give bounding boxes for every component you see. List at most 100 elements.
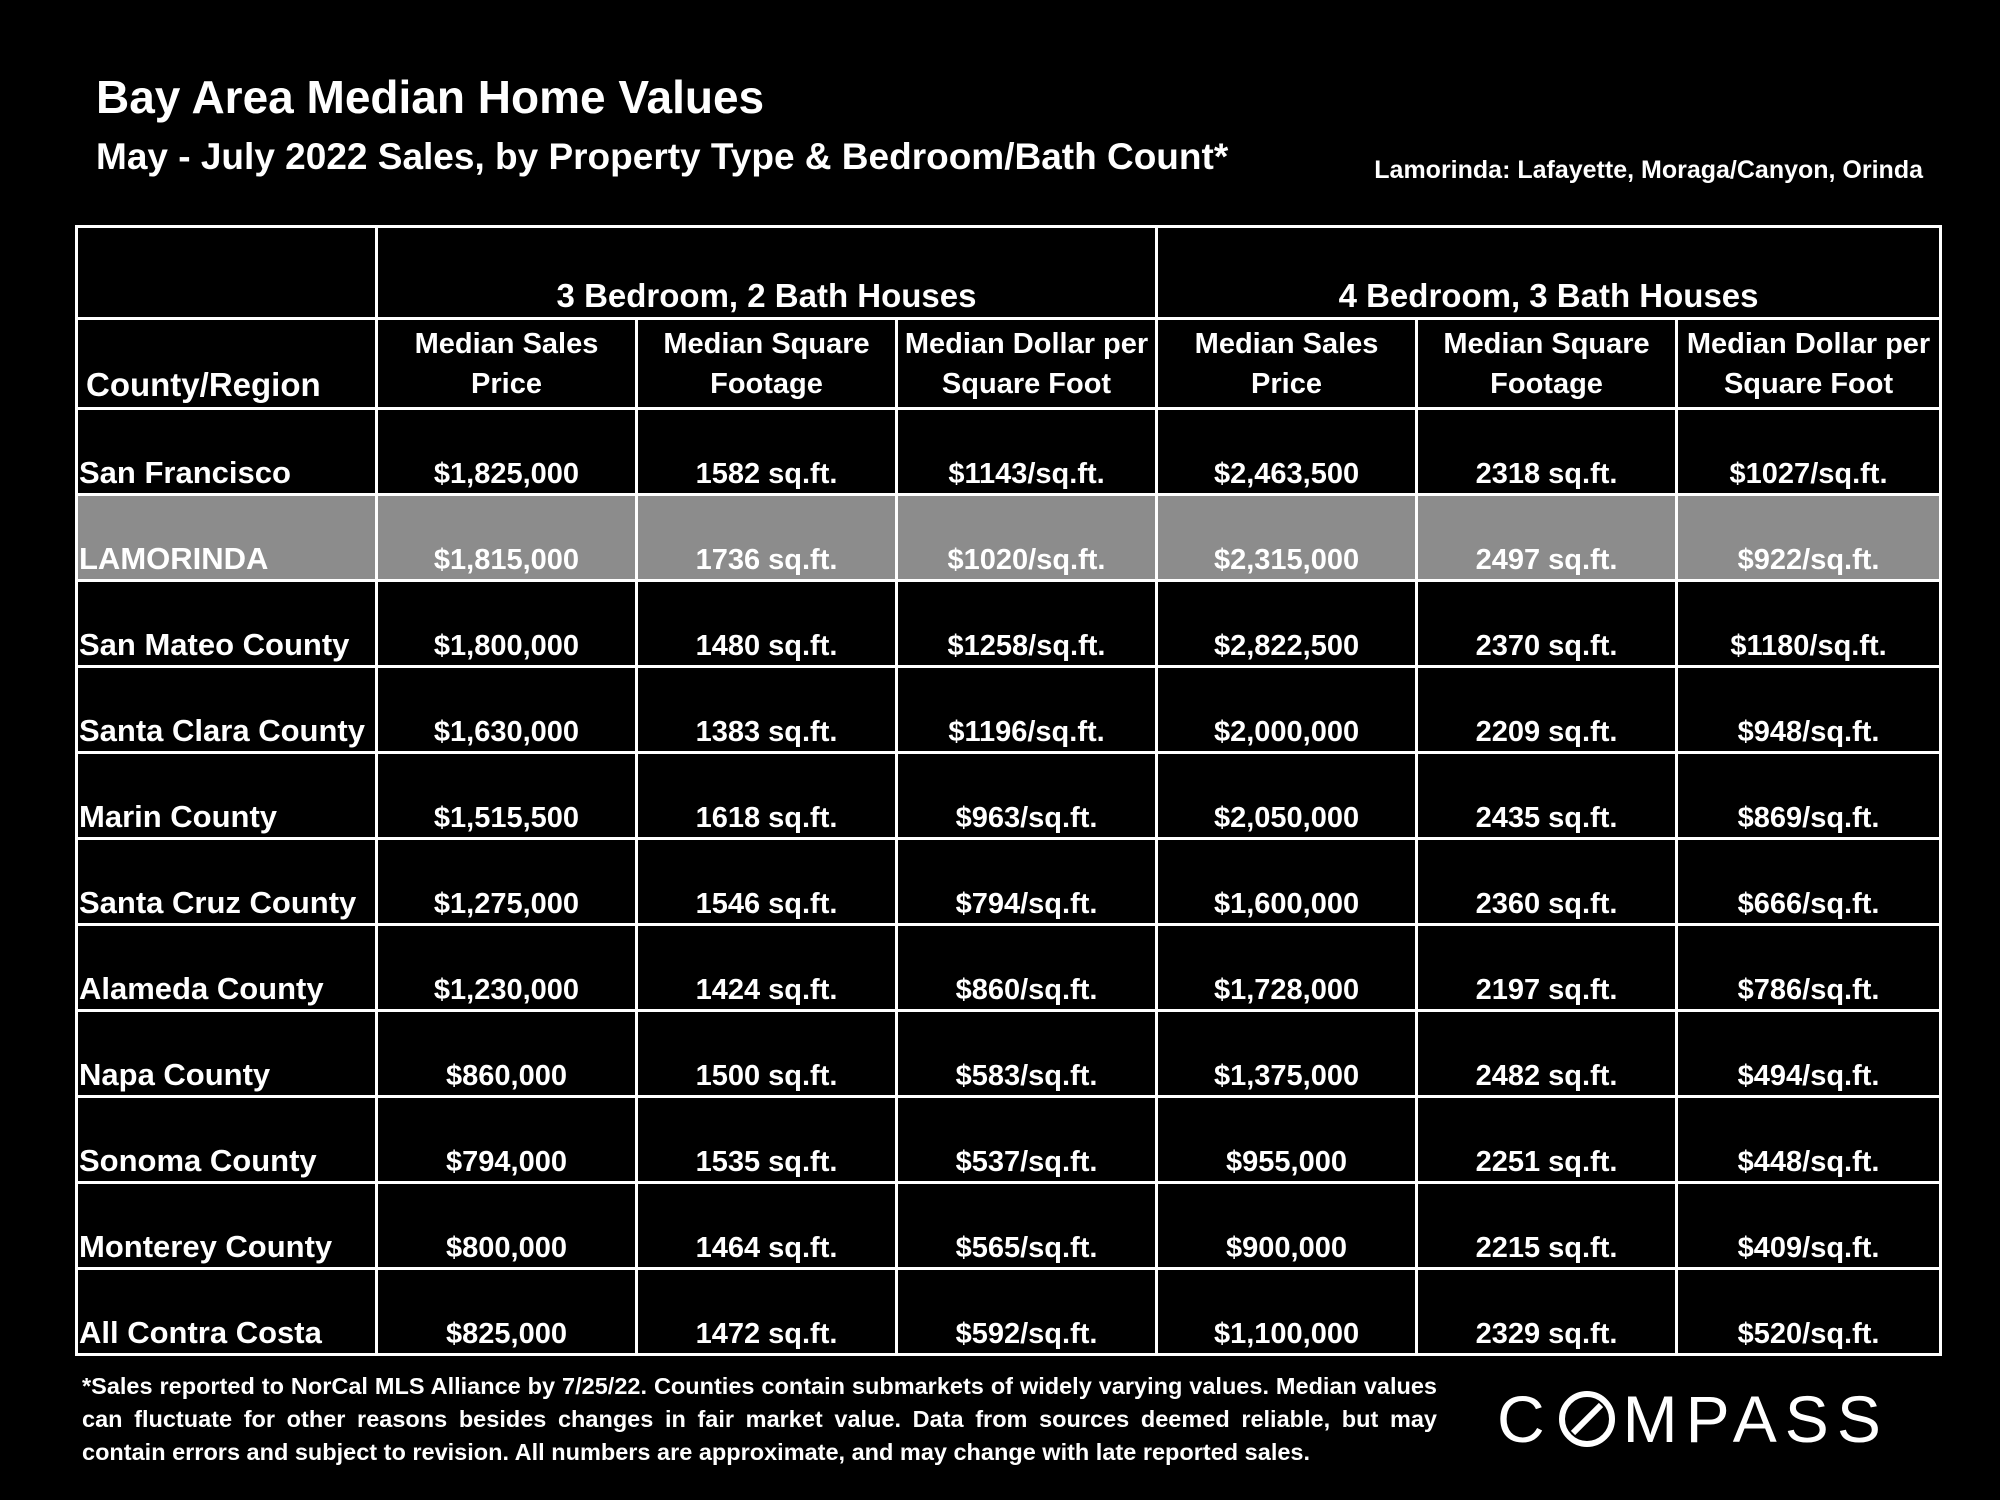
value-cell: $1196/sq.ft. xyxy=(894,665,1159,754)
value-cell: $2,822,500 xyxy=(1155,579,1419,668)
region-cell: Santa Cruz County xyxy=(75,837,378,926)
value-cell: 2197 sq.ft. xyxy=(1415,923,1679,1012)
value-cell: $800,000 xyxy=(375,1181,638,1270)
table-row: Napa County $860,000 1500 sq.ft. $583/sq.ft… xyxy=(75,1009,1943,1098)
value-cell: $409/sq.ft. xyxy=(1675,1181,1943,1270)
table-row: San Mateo County $1,800,000 1480 sq.ft. $12… xyxy=(75,579,1943,668)
logo-text-right: MPASS xyxy=(1622,1382,1889,1456)
value-cell: $592/sq.ft. xyxy=(894,1267,1159,1356)
column-header-region: County/Region xyxy=(75,317,378,410)
value-cell: $963/sq.ft. xyxy=(894,751,1159,840)
value-cell: $794,000 xyxy=(375,1095,638,1184)
value-cell: 1480 sq.ft. xyxy=(635,579,898,668)
value-cell: 1535 sq.ft. xyxy=(635,1095,898,1184)
table-row: Santa Cruz County $1,275,000 1546 sq.ft. $7… xyxy=(75,837,1943,926)
value-cell: $1180/sq.ft. xyxy=(1675,579,1943,668)
value-cell: $2,463,500 xyxy=(1155,407,1419,496)
value-cell: $448/sq.ft. xyxy=(1675,1095,1943,1184)
region-cell: LAMORINDA xyxy=(75,493,378,582)
value-cell: 2482 sq.ft. xyxy=(1415,1009,1679,1098)
column-header: Median Square Footage xyxy=(1415,317,1679,410)
value-cell: 2435 sq.ft. xyxy=(1415,751,1679,840)
region-cell: Alameda County xyxy=(75,923,378,1012)
value-cell: $786/sq.ft. xyxy=(1675,923,1943,1012)
table-row: Marin County $1,515,500 1618 sq.ft. $963/sq… xyxy=(75,751,1943,840)
value-cell: $1,230,000 xyxy=(375,923,638,1012)
value-cell: 1424 sq.ft. xyxy=(635,923,898,1012)
footnote: *Sales reported to NorCal MLS Alliance b… xyxy=(82,1373,1437,1465)
table-row: LAMORINDA $1,815,000 1736 sq.ft. $1020/sq.f… xyxy=(75,493,1943,582)
table-row: San Francisco $1,825,000 1582 sq.ft. $1143/… xyxy=(75,407,1943,496)
column-header: Median Dollar per Square Foot xyxy=(1675,317,1943,410)
value-cell: 1464 sq.ft. xyxy=(635,1181,898,1270)
compass-o-icon xyxy=(1558,1391,1615,1447)
value-cell: $794/sq.ft. xyxy=(894,837,1159,926)
value-cell: $860,000 xyxy=(375,1009,638,1098)
group-header-blank xyxy=(75,225,378,320)
value-cell: $1,825,000 xyxy=(375,407,638,496)
page-title: Bay Area Median Home Values xyxy=(96,71,765,123)
region-cell: Santa Clara County xyxy=(75,665,378,754)
value-cell: 2209 sq.ft. xyxy=(1415,665,1679,754)
value-cell: 1582 sq.ft. xyxy=(635,407,898,496)
value-cell: $1143/sq.ft. xyxy=(894,407,1159,496)
value-cell: 1383 sq.ft. xyxy=(635,665,898,754)
column-header: Median Sales Price xyxy=(375,317,638,410)
group-header-row: 3 Bedroom, 2 Bath Houses 4 Bedroom, 3 Ba… xyxy=(75,225,1943,320)
value-cell: $1,815,000 xyxy=(375,493,638,582)
value-cell: $537/sq.ft. xyxy=(894,1095,1159,1184)
column-header: Median Sales Price xyxy=(1155,317,1419,410)
value-cell: $1,600,000 xyxy=(1155,837,1419,926)
value-cell: $2,050,000 xyxy=(1155,751,1419,840)
value-cell: $520/sq.ft. xyxy=(1675,1267,1943,1356)
value-cell: $1,728,000 xyxy=(1155,923,1419,1012)
table-row: Alameda County $1,230,000 1424 sq.ft. $860/… xyxy=(75,923,1943,1012)
value-cell: 2318 sq.ft. xyxy=(1415,407,1679,496)
value-cell: 2329 sq.ft. xyxy=(1415,1267,1679,1356)
value-cell: 1472 sq.ft. xyxy=(635,1267,898,1356)
table-body: San Francisco $1,825,000 1582 sq.ft. $1143/… xyxy=(75,407,1943,1356)
value-cell: 1500 sq.ft. xyxy=(635,1009,898,1098)
region-cell: Sonoma County xyxy=(75,1095,378,1184)
value-cell: $1,100,000 xyxy=(1155,1267,1419,1356)
region-cell: All Contra Costa xyxy=(75,1267,378,1356)
value-cell: $860/sq.ft. xyxy=(894,923,1159,1012)
value-cell: $1,375,000 xyxy=(1155,1009,1419,1098)
value-cell: $565/sq.ft. xyxy=(894,1181,1159,1270)
logo-text-left: C xyxy=(1497,1382,1553,1456)
value-cell: $1020/sq.ft. xyxy=(894,493,1159,582)
value-cell: $494/sq.ft. xyxy=(1675,1009,1943,1098)
value-cell: $583/sq.ft. xyxy=(894,1009,1159,1098)
value-cell: 2497 sq.ft. xyxy=(1415,493,1679,582)
column-header: Median Dollar per Square Foot xyxy=(894,317,1159,410)
value-cell: 2360 sq.ft. xyxy=(1415,837,1679,926)
value-cell: $869/sq.ft. xyxy=(1675,751,1943,840)
region-cell: Napa County xyxy=(75,1009,378,1098)
value-cell: $1,515,500 xyxy=(375,751,638,840)
value-cell: 1736 sq.ft. xyxy=(635,493,898,582)
value-cell: $825,000 xyxy=(375,1267,638,1356)
value-cell: 2370 sq.ft. xyxy=(1415,579,1679,668)
value-cell: $2,315,000 xyxy=(1155,493,1419,582)
table-row: All Contra Costa $825,000 1472 sq.ft. $592/… xyxy=(75,1267,1943,1356)
region-note: Lamorinda: Lafayette, Moraga/Canyon, Ori… xyxy=(1374,156,1923,184)
value-cell: $1,630,000 xyxy=(375,665,638,754)
page-subtitle: May - July 2022 Sales, by Property Type … xyxy=(96,136,1229,177)
value-cell: 2215 sq.ft. xyxy=(1415,1181,1679,1270)
value-cell: $948/sq.ft. xyxy=(1675,665,1943,754)
value-cell: $2,000,000 xyxy=(1155,665,1419,754)
value-cell: $922/sq.ft. xyxy=(1675,493,1943,582)
column-header: Median Square Footage xyxy=(635,317,898,410)
region-cell: Monterey County xyxy=(75,1181,378,1270)
value-cell: $1258/sq.ft. xyxy=(894,579,1159,668)
region-cell: Marin County xyxy=(75,751,378,840)
region-cell: San Francisco xyxy=(75,407,378,496)
value-cell: $666/sq.ft. xyxy=(1675,837,1943,926)
compass-logo: C MPASS xyxy=(1497,1382,1889,1456)
home-values-table: 3 Bedroom, 2 Bath Houses 4 Bedroom, 3 Ba… xyxy=(75,225,1943,1356)
value-cell: $900,000 xyxy=(1155,1181,1419,1270)
table-row: Sonoma County $794,000 1535 sq.ft. $537/sq.… xyxy=(75,1095,1943,1184)
table-row: Monterey County $800,000 1464 sq.ft. $565/s… xyxy=(75,1181,1943,1270)
column-header-row: County/Region Median Sales Price Median … xyxy=(75,317,1943,410)
value-cell: 1618 sq.ft. xyxy=(635,751,898,840)
